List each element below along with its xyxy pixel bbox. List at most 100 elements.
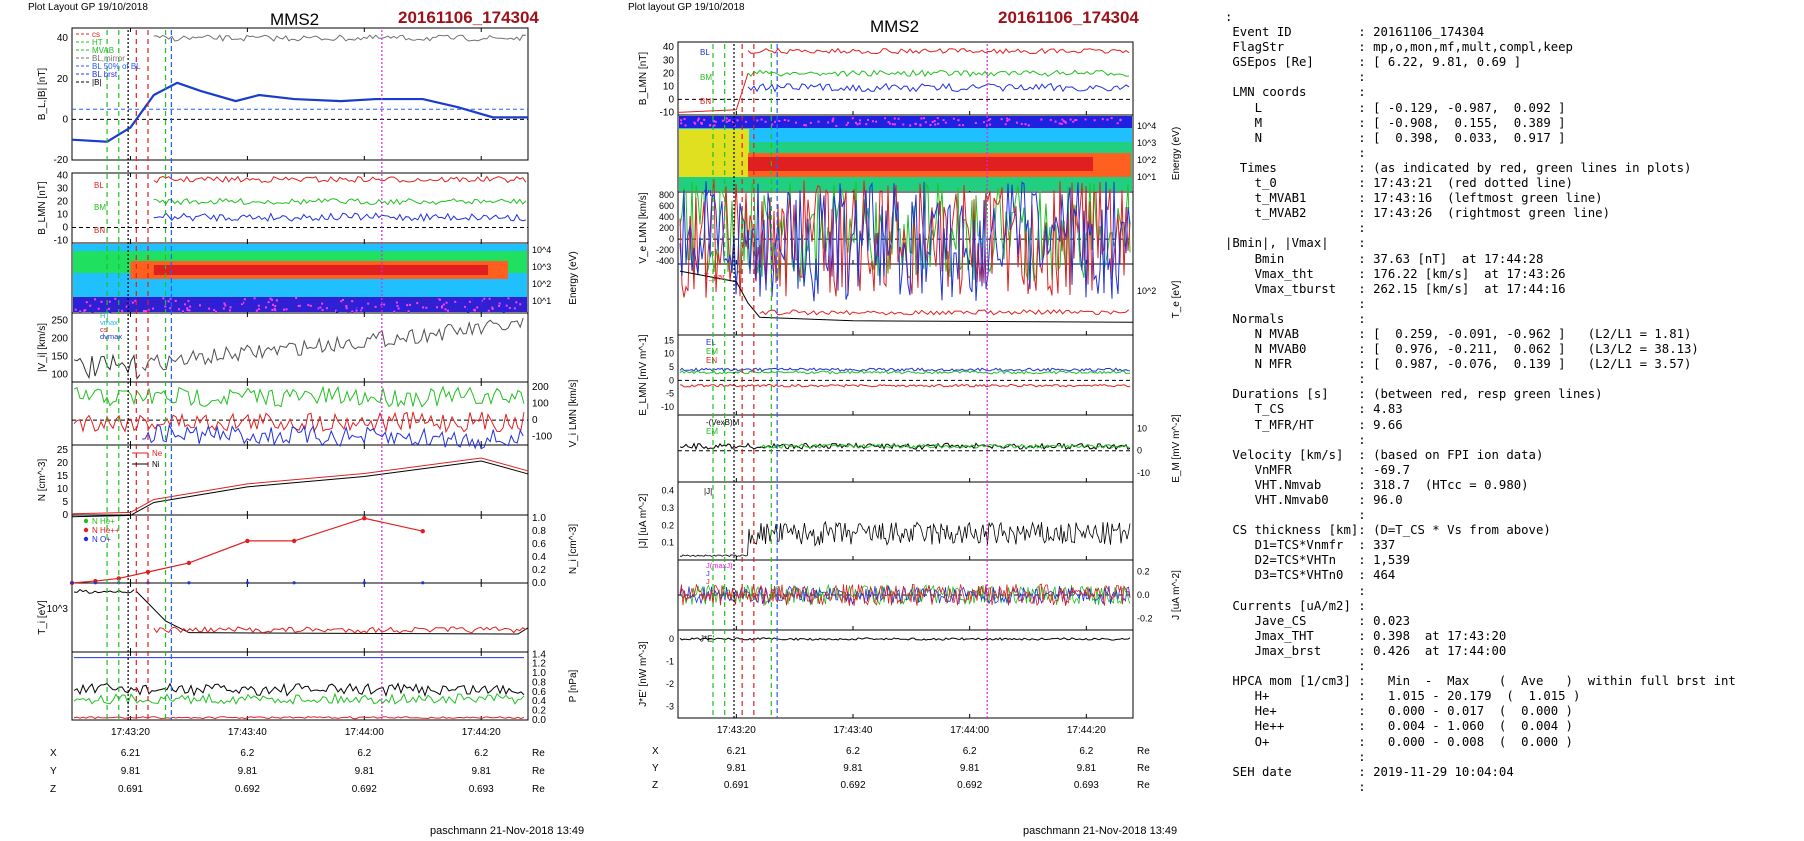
spectrogram-speck [297,304,300,307]
plot1-pos-value: 9.81 [238,766,258,777]
summary-line: D3=TCS*VHTn0 : 464 [1225,568,1396,583]
spectrogram-speck [163,297,166,300]
plot1-legend-label: BL brst [92,70,118,79]
spectrogram-speck [1106,118,1109,121]
spectrogram-speck [180,306,183,309]
spectrogram-speck [875,120,878,123]
plot2-ytick-label: 0.0 [1137,590,1150,600]
spectrogram-speck [222,307,225,310]
spectrogram-speck [396,304,399,307]
spectrogram-speck [465,308,468,311]
spectrogram-speck [347,310,350,313]
plot1-O+-point [245,581,249,585]
spectrogram-speck [181,310,184,313]
spectrogram-speck [169,297,172,300]
plot1-He++-point [291,538,297,544]
plot1-ytick-label: 20 [57,197,69,208]
summary-line: Velocity [km/s] : (based on FPI ion data… [1225,447,1544,462]
plot1-He++-point [245,538,250,544]
plot2-legend-label: EM [706,347,718,356]
plot2-pos-value: 0.691 [724,780,749,791]
spectrogram-speck [505,298,508,301]
summary-line: Times : (as indicated by red, green line… [1225,160,1692,175]
plot2-pos-row-label: Z [652,780,658,791]
plot2-series-JL [679,583,1131,606]
spectrogram-speck [694,122,697,125]
summary-line: L : [ -0.129, -0.987, 0.092 ] [1225,100,1566,115]
plot1-series-BMmn [153,197,527,206]
plot2-series-EM [679,370,1131,375]
plot1-legend-label: N He+ [92,517,115,526]
spectrogram-speck [214,310,217,313]
plot2-ytick-label: 40 [663,42,675,53]
summary-line: D2=TCS*VHTn : 1,539 [1225,553,1411,568]
spectrogram-speck [732,120,735,123]
spectrogram-speck [436,306,439,309]
plot1-pos-row-label: X [50,748,57,759]
spectrogram-speck [470,298,473,301]
plot2-ytick-label: 0.2 [661,520,674,530]
spectrogram-speck [989,118,992,121]
spectrogram-speck [391,307,394,310]
spectrogram-speck [97,301,100,304]
plot2-ytick-label: 0 [669,634,674,644]
plot1-ytick-label: 0.2 [532,565,546,576]
spectrogram-speck [247,303,250,306]
spectrogram-speck [386,305,389,308]
plot2-ytick-label: 10^2 [1137,286,1156,296]
summary-line: LMN coords : [1225,85,1366,100]
spectrogram-speck [491,306,494,309]
spectrogram-speck [152,307,155,310]
spectrogram-speck [187,305,190,308]
spectrogram-speck [393,310,396,313]
spectrogram-speck [121,309,124,312]
plot1-O+-point [362,581,366,585]
plot2-ytick-label: 10 [1137,423,1147,433]
plot1-xtick-label: 17:44:00 [345,727,384,738]
plot1-legend-marker [83,518,89,524]
spectrogram-speck [764,120,767,123]
plot1-He++-point [186,560,192,566]
plot1-ytick-label: 10^1 [532,296,551,306]
spectrogram-speck [162,297,165,300]
plot1-ytick-label: 0.4 [532,552,546,563]
spectrogram-speck [317,307,320,310]
spectrogram-speck [858,122,861,125]
plot2-stamp: Plot layout GP 19/10/2018 [628,2,745,13]
spectrogram-speck [318,308,321,311]
plot2-legend-label: BM [700,73,712,82]
plot2-ytick-label: -1 [666,657,674,667]
plot2-ytick-label: 0 [668,94,674,105]
spectrogram-speck [443,300,446,303]
plot1-pos-value: 6.2 [474,748,488,759]
spectrogram-speck [744,120,747,123]
spectrogram-speck [300,308,303,311]
summary-line: SEH date : 2019-11-29 10:04:04 [1225,764,1514,779]
plot1-pos-value: 0.691 [118,784,143,795]
spectrogram-speck [440,306,443,309]
plot1-ytick-label: 10 [57,484,69,495]
spectrogram-speck [774,120,777,123]
spectrogram-speck [393,308,396,311]
spectrogram-speck [1101,118,1104,121]
plot1-He++-point [420,528,425,534]
plot2-xtick-label: 17:44:20 [1067,725,1106,736]
plot2-series-VexB [679,442,1131,451]
spectrogram-speck [501,303,504,306]
plot2-ytick-label: 10^3 [1137,138,1156,148]
spectrogram-speck [794,121,797,124]
spectrogram-speck [484,307,487,310]
spectrogram-speck [109,310,112,313]
plot2-panel-frame [677,481,1134,561]
plot1-ytick-label: 0.6 [532,539,546,550]
spectrogram-speck [442,303,445,306]
spectrogram-speck [79,310,82,313]
summary-line: GSEpos [Re] : [ 6.22, 9.81, 0.69 ] [1225,55,1522,70]
spectrogram-speck [713,124,716,127]
summary-line: FlagStr : mp,o,mon,mf,mult,compl,keep [1225,40,1573,55]
plot2-panel-frame [677,334,1134,416]
spectrogram-speck [321,309,324,312]
summary-line: CS thickness [km]: (D=T_CS * Vs from abo… [1225,523,1551,538]
spectrogram-speck [736,119,739,122]
spectrogram-speck [147,308,150,311]
